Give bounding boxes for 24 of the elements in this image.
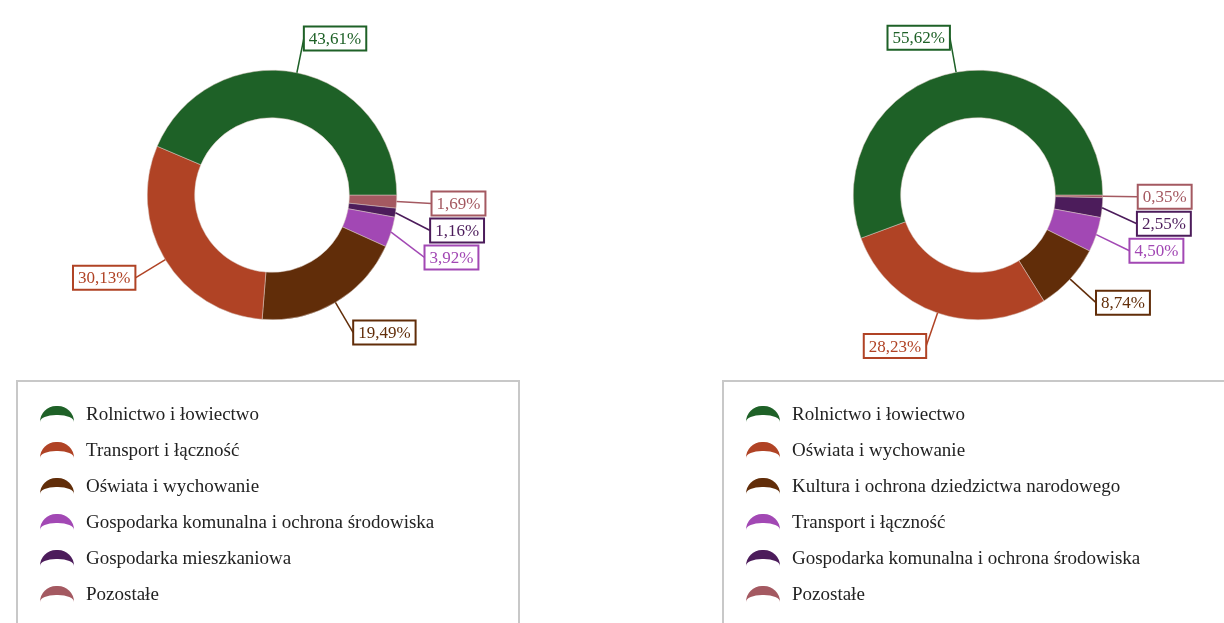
data-label: 55,62%	[892, 28, 945, 48]
legend-label: Rolnictwo i łowiectwo	[86, 403, 260, 425]
legend-label: Kultura i ochrona dziedzictwa narodowego	[792, 475, 1121, 497]
data-label: 3,92%	[429, 247, 474, 267]
data-label: 1,16%	[435, 220, 480, 240]
data-label: 4,50%	[1134, 241, 1179, 261]
data-label: 30,13%	[77, 268, 131, 288]
legend-label: Pozostałe	[792, 583, 865, 605]
legend-label: Gospodarka komunalna i ochrona środowiska	[792, 547, 1141, 569]
data-label: 8,74%	[1101, 293, 1145, 313]
legend-label: Oświata i wychowanie	[86, 475, 260, 497]
data-label: 2,55%	[1141, 214, 1186, 234]
data-label: 1,69%	[436, 193, 481, 213]
data-label: 0,35%	[1142, 187, 1187, 207]
data-label: 28,23%	[868, 336, 922, 356]
legend-label: Gospodarka mieszkaniowa	[86, 547, 292, 569]
legend-label: Rolnictwo i łowiectwo	[792, 403, 966, 425]
legend-label: Transport i łączność	[86, 439, 240, 461]
legend-label: Gospodarka komunalna i ochrona środowiska	[86, 511, 435, 533]
legend-label: Pozostałe	[86, 583, 159, 605]
legend-label: Transport i łączność	[792, 511, 946, 533]
data-label: 19,49%	[358, 323, 411, 343]
legend-label: Oświata i wychowanie	[792, 439, 966, 461]
data-label: 43,61%	[308, 28, 362, 48]
